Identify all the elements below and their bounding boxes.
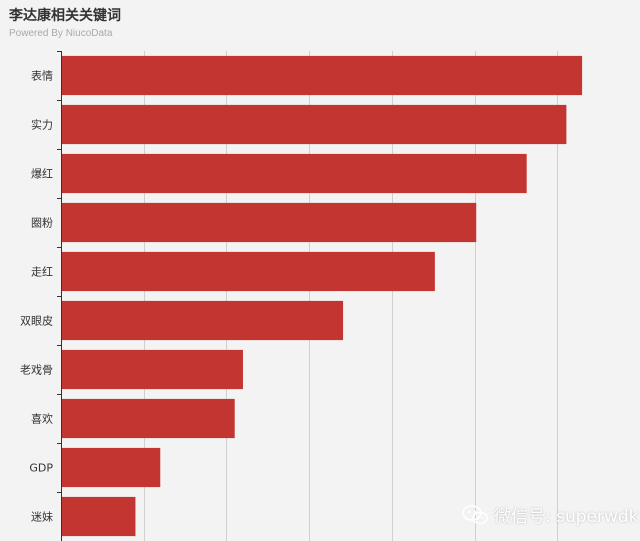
category-label: 迷妹 xyxy=(31,511,53,524)
chart-subtitle: Powered By NiucoData xyxy=(9,28,113,39)
bar-5 xyxy=(62,300,344,341)
wechat-icon xyxy=(462,504,488,524)
chart-title: 李达康相关关键词 xyxy=(9,8,121,24)
bar-7 xyxy=(62,398,235,439)
category-label: 喜欢 xyxy=(31,412,53,426)
category-label: 走红 xyxy=(31,266,53,279)
bar-1 xyxy=(62,104,567,145)
bar-3 xyxy=(62,202,477,243)
bar-9 xyxy=(62,496,136,537)
wechat-watermark: 微信号: superwdk xyxy=(462,502,639,527)
bar-2 xyxy=(62,153,527,194)
bar-6 xyxy=(62,349,243,390)
category-label: 老戏骨 xyxy=(20,364,53,377)
watermark-text: 微信号: superwdk xyxy=(494,507,639,527)
category-label: 实力 xyxy=(31,118,53,132)
bar-8 xyxy=(62,447,161,488)
category-label: 圈粉 xyxy=(31,217,53,230)
bar-4 xyxy=(62,251,435,292)
category-label: 表情 xyxy=(31,69,53,83)
category-label: GDP xyxy=(29,462,53,475)
category-label: 双眼皮 xyxy=(20,315,53,328)
bar-0 xyxy=(62,55,583,96)
category-label: 爆红 xyxy=(31,167,53,181)
